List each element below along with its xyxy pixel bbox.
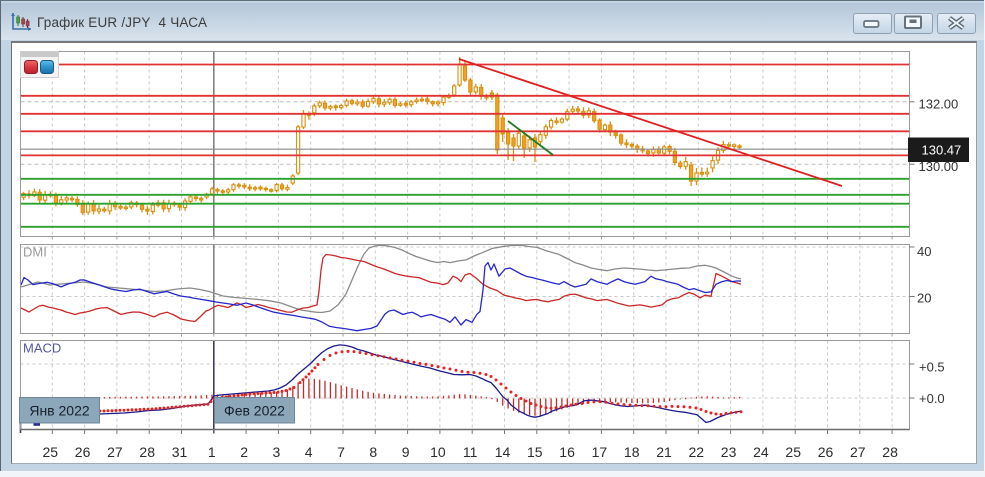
svg-text:26: 26 (75, 444, 91, 460)
svg-text:4: 4 (305, 444, 313, 460)
svg-text:10: 10 (430, 444, 446, 460)
svg-text:40: 40 (917, 244, 931, 259)
svg-text:16: 16 (559, 444, 575, 460)
svg-text:3: 3 (273, 444, 281, 460)
svg-text:+0.0: +0.0 (919, 391, 945, 406)
svg-text:2: 2 (240, 444, 248, 460)
svg-text:27: 27 (850, 444, 866, 460)
svg-text:9: 9 (402, 444, 410, 460)
svg-text:28: 28 (882, 444, 898, 460)
svg-text:130.00: 130.00 (919, 159, 959, 174)
svg-text:20: 20 (917, 291, 931, 306)
svg-text:17: 17 (592, 444, 608, 460)
svg-text:7: 7 (337, 444, 345, 460)
svg-text:132.00: 132.00 (919, 97, 959, 112)
svg-text:MACD: MACD (23, 341, 61, 356)
svg-text:18: 18 (624, 444, 640, 460)
svg-text:26: 26 (818, 444, 834, 460)
svg-text:11: 11 (463, 444, 478, 460)
svg-text:130.47: 130.47 (922, 143, 962, 158)
svg-text:25: 25 (785, 444, 801, 460)
svg-text:+0.5: +0.5 (919, 360, 945, 375)
svg-text:1: 1 (208, 444, 216, 460)
svg-text:DMI: DMI (23, 245, 47, 260)
svg-text:8: 8 (369, 444, 377, 460)
svg-text:27: 27 (107, 444, 123, 460)
svg-text:23: 23 (721, 444, 737, 460)
svg-text:14: 14 (495, 444, 511, 460)
svg-text:31: 31 (172, 444, 188, 460)
svg-text:22: 22 (689, 444, 705, 460)
svg-text:24: 24 (753, 444, 769, 460)
svg-text:25: 25 (43, 444, 59, 460)
svg-text:Янв 2022: Янв 2022 (29, 403, 90, 419)
svg-text:28: 28 (139, 444, 155, 460)
svg-text:15: 15 (527, 444, 543, 460)
svg-text:21: 21 (656, 444, 672, 460)
svg-text:Фев 2022: Фев 2022 (224, 403, 285, 419)
